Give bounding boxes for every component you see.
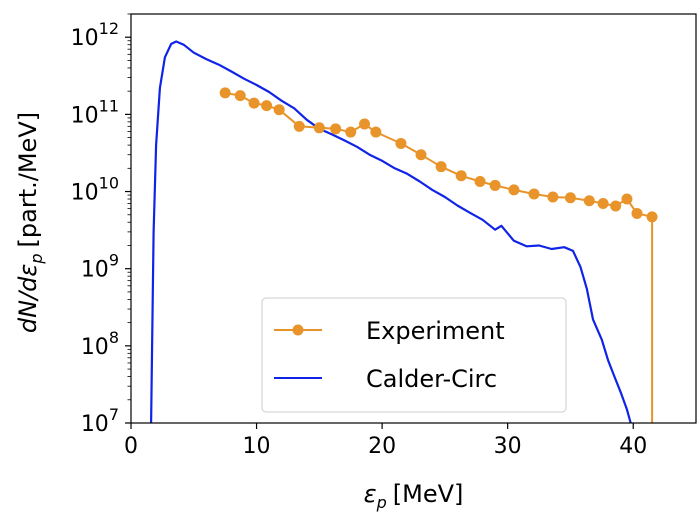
data-point-experiment-0 [219, 87, 231, 99]
data-point-experiment-24 [621, 193, 633, 205]
y-tick-label-1e7: 107 [81, 405, 119, 437]
series-line-experiment [225, 91, 654, 423]
data-point-experiment-25 [631, 207, 643, 219]
data-point-experiment-15 [474, 175, 486, 187]
data-point-experiment-20 [564, 192, 576, 204]
legend-marker-experiment [292, 324, 304, 336]
legend-label-calder-circ: Calder-Circ [366, 365, 497, 393]
data-point-experiment-22 [597, 197, 609, 209]
x-axis-ticks: 0 10 20 30 40 [124, 423, 647, 459]
data-point-experiment-17 [508, 184, 520, 196]
y-axis-label-unit: [part./MeV] [14, 112, 42, 248]
legend-label-experiment: Experiment [366, 317, 505, 345]
x-axis-label: εp [MeV] [364, 480, 464, 512]
data-point-experiment-2 [248, 97, 260, 109]
data-point-experiment-12 [415, 149, 427, 161]
x-axis-label-unit: [MeV] [393, 480, 464, 508]
data-point-experiment-26 [646, 211, 658, 223]
x-tick-label-10: 10 [243, 434, 271, 459]
data-point-experiment-21 [583, 195, 595, 207]
data-point-experiment-13 [435, 161, 447, 173]
data-point-experiment-8 [345, 126, 357, 138]
y-tick-label-1e12: 1012 [71, 19, 119, 51]
plot-frame [130, 13, 697, 424]
data-point-experiment-18 [528, 188, 540, 200]
y-tick-label-1e10: 1010 [71, 174, 119, 206]
series-line-calder-circ [150, 40, 632, 424]
y-axis-label-sub: p [27, 253, 46, 264]
legend-box [261, 297, 567, 413]
data-point-experiment-23 [610, 200, 622, 212]
y-axis-label: dN/dεp [part./MeV] [14, 112, 46, 333]
x-tick-label-30: 30 [494, 434, 522, 459]
data-point-experiment-14 [455, 170, 467, 182]
data-point-experiment-1 [234, 90, 246, 102]
y-tick-label-1e9: 109 [81, 251, 119, 283]
x-tick-label-40: 40 [619, 434, 647, 459]
y-axis-ticks: 107 108 109 1010 1011 1012 [71, 13, 131, 437]
y-axis-label-prefix: dN/dε [14, 264, 42, 334]
data-point-experiment-5 [293, 120, 305, 132]
x-axis-label-symbol: ε [364, 480, 377, 508]
data-point-experiment-3 [261, 100, 273, 112]
data-point-experiment-6 [313, 122, 325, 134]
y-tick-label-1e8: 108 [81, 328, 119, 360]
x-tick-label-0: 0 [124, 434, 138, 459]
y-tick-label-1e11: 1011 [71, 96, 119, 128]
x-tick-label-20: 20 [368, 434, 396, 459]
data-point-experiment-16 [489, 179, 501, 191]
legend: Experiment Calder-Circ [261, 297, 567, 413]
data-point-experiment-10 [370, 126, 382, 138]
data-point-experiment-9 [359, 118, 371, 130]
data-point-experiment-4 [273, 104, 285, 116]
series-lines [150, 40, 654, 424]
x-axis-label-sub: p [376, 493, 387, 512]
data-point-experiment-11 [395, 137, 407, 149]
data-point-experiment-19 [547, 191, 559, 203]
series-markers [219, 87, 658, 223]
data-point-experiment-7 [330, 123, 342, 135]
